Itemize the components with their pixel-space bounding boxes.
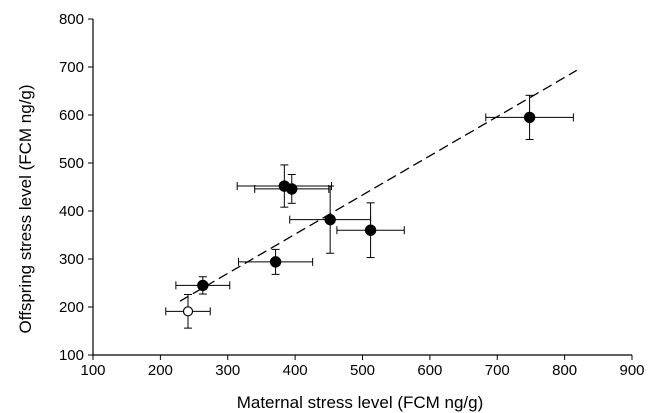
ticks: 100 200 300 400 500 600 700 800 900 100 200 300 400 5…	[59, 11, 645, 379]
data-point	[269, 256, 282, 268]
trendline-path	[179, 69, 578, 302]
x-tick-label: 700	[485, 362, 510, 379]
x-tick-label: 600	[417, 362, 442, 379]
data-point	[197, 279, 209, 292]
data-point	[364, 224, 377, 236]
y-tick-label: 200	[59, 299, 84, 316]
x-tick-label: 500	[350, 362, 375, 379]
x-tick-label: 200	[148, 362, 173, 379]
error-bars	[165, 94, 574, 329]
y-tick-label: 700	[59, 59, 84, 76]
y-tick-label: 100	[59, 347, 84, 364]
y-tick-label: 500	[59, 155, 84, 172]
data-point	[324, 213, 336, 226]
open-data-point	[182, 306, 194, 317]
x-tick-label: 800	[552, 362, 577, 379]
x-tick-label: 400	[283, 362, 308, 379]
trendline	[179, 69, 578, 302]
data-points	[182, 111, 536, 317]
x-tick-label: 300	[215, 362, 240, 379]
x-tick-label: 900	[619, 362, 644, 379]
y-tick-label: 300	[59, 251, 84, 268]
data-point	[286, 183, 298, 195]
x-tick-label: 100	[80, 362, 105, 379]
y-tick-label: 600	[59, 107, 84, 124]
y-axis-title: Offspring stress level (FCM ng/g)	[16, 84, 35, 333]
data-point	[523, 111, 536, 124]
y-tick-label: 400	[59, 203, 84, 220]
axes	[92, 19, 632, 356]
x-axis-title: Maternal stress level (FCM ng/g)	[237, 393, 484, 412]
y-tick-label: 800	[59, 11, 84, 28]
